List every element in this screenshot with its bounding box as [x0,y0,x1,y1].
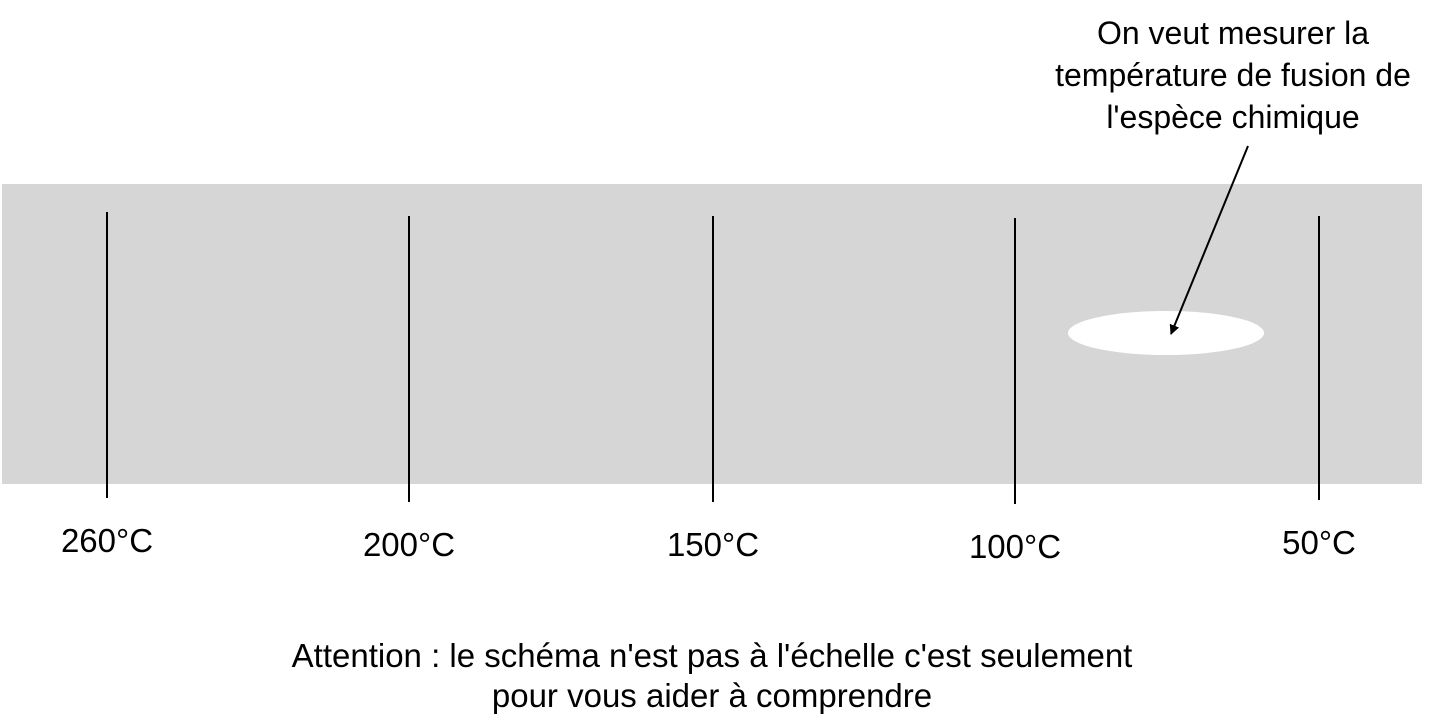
annotation-line-3: l'espèce chimique [1106,99,1359,135]
annotation-callout: On veut mesurer la température de fusion… [1055,15,1411,335]
tick-label-150: 150°C [667,526,759,563]
note-line-1: Attention : le schéma n'est pas à l'éche… [291,637,1133,674]
tick-label-260: 260°C [61,522,153,559]
chemical-sample [1068,311,1264,355]
scale-warning-note: Attention : le schéma n'est pas à l'éche… [0,636,1424,716]
annotation-arrow [1169,145,1249,335]
tick-label-100: 100°C [969,528,1061,565]
annotation-line-2: température de fusion de [1055,57,1411,93]
temperature-scale: 260°C 200°C 150°C 100°C 50°C [61,212,1356,565]
tick-label-50: 50°C [1282,524,1356,561]
annotation-line-1: On veut mesurer la [1097,15,1369,51]
note-line-2: pour vous aider à comprendre [491,677,933,714]
tick-label-200: 200°C [363,526,455,563]
